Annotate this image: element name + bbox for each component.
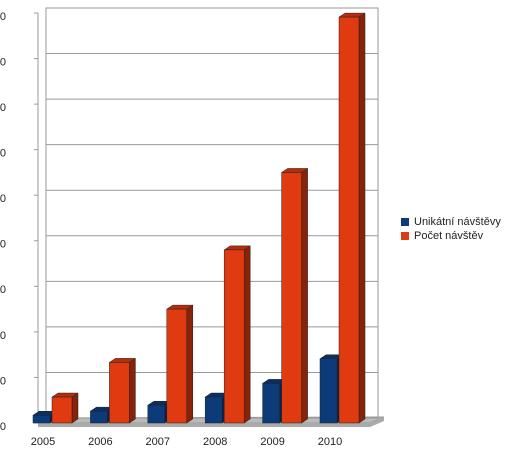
y-tick-label: 200	[0, 330, 6, 342]
y-tick-label: 700	[0, 102, 6, 114]
bar	[338, 16, 360, 424]
y-tick-label: 300	[0, 284, 6, 296]
x-tick-label: 2008	[203, 436, 227, 448]
y-tick-label: 900	[0, 11, 6, 23]
y-tick-label: 100	[0, 375, 6, 387]
y-tick-label: 0	[0, 421, 6, 433]
y-tick-label: 400	[0, 239, 6, 251]
bar	[223, 249, 245, 424]
bar-side	[243, 245, 251, 424]
bar-side	[358, 12, 366, 424]
x-tick-label: 2010	[318, 436, 342, 448]
y-tick-label: 800	[0, 56, 6, 68]
bar	[32, 415, 51, 424]
bar-side	[129, 357, 136, 424]
floor-front	[38, 417, 384, 427]
back-wall	[45, 7, 379, 419]
bar	[147, 404, 166, 424]
bar-side	[71, 392, 79, 424]
bar	[51, 396, 73, 424]
bar	[281, 172, 302, 424]
legend-label: Unikátní návštěvy	[414, 216, 501, 228]
legend-label: Počet návštěv	[414, 230, 484, 242]
legend: Unikátní návštěvy Počet návštěv	[401, 216, 501, 242]
bar	[109, 362, 130, 424]
x-tick-label: 2006	[88, 436, 112, 448]
bar	[166, 308, 188, 424]
x-tick-label: 2005	[31, 436, 55, 448]
x-tick-label: 2007	[146, 436, 170, 448]
legend-swatch	[401, 232, 409, 240]
bar	[204, 396, 223, 424]
bar	[90, 410, 108, 424]
y-tick-label: 600	[0, 148, 6, 160]
legend-swatch	[401, 218, 409, 226]
bar-side	[186, 304, 194, 424]
bar	[319, 358, 338, 424]
bar	[262, 383, 280, 424]
bar-side	[301, 167, 308, 424]
x-tick-label: 2009	[260, 436, 284, 448]
y-tick-label: 500	[0, 193, 6, 205]
